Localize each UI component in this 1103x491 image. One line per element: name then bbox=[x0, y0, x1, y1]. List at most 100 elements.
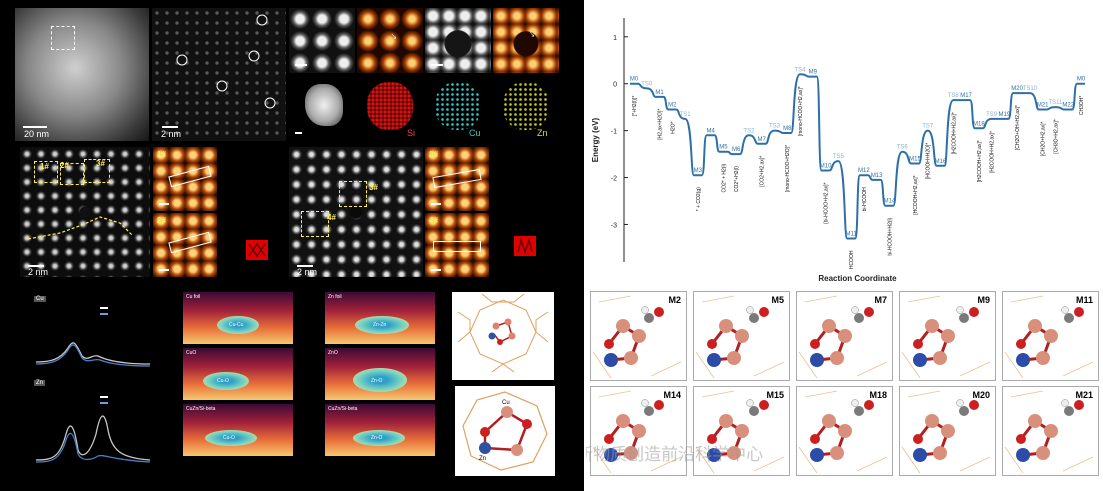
wt-cuzn-cu: CuZn/Si-beta Cu-O bbox=[183, 404, 293, 456]
cu-tag: Cu bbox=[34, 296, 46, 302]
wt-title: CuZn/Si-beta bbox=[328, 406, 358, 412]
intermediate-label: M15 bbox=[766, 390, 784, 400]
stem-zoom-color-1: ↓ bbox=[357, 8, 423, 73]
site-label: 2# bbox=[157, 216, 166, 225]
wt-path: Zn-O bbox=[371, 378, 383, 384]
molecule-model bbox=[798, 295, 888, 379]
wt-title: Cu foil bbox=[186, 294, 201, 300]
stem-zoom-gray-2 bbox=[425, 8, 491, 73]
wt-title: CuZn/Si-beta bbox=[186, 406, 216, 412]
wt-path: Cu-O bbox=[217, 378, 229, 384]
intermediate-m5: M5 bbox=[693, 291, 790, 381]
point-label: TS2 bbox=[743, 128, 755, 134]
intermediate-label: M7 bbox=[874, 295, 887, 305]
framework-structure bbox=[457, 293, 549, 373]
point-label: TS8 bbox=[948, 93, 960, 99]
molecule-model bbox=[901, 295, 991, 379]
point-label: M14 bbox=[884, 199, 896, 205]
site-label: 3# bbox=[429, 150, 438, 159]
y-tick-label: -3 bbox=[611, 222, 617, 229]
scale-bar bbox=[295, 132, 302, 134]
roi-box bbox=[51, 26, 75, 50]
scale-bar bbox=[159, 269, 169, 271]
profile-box bbox=[432, 168, 482, 189]
zn-spectrum-panel: Zn bbox=[30, 374, 155, 469]
y-tick-label: 0 bbox=[613, 82, 617, 89]
watermark: 公众号 · 有机新物质创造前沿科学中心 bbox=[586, 445, 764, 464]
legend-mark bbox=[100, 313, 108, 315]
point-label: M5 bbox=[719, 145, 728, 151]
wt-path: Cu-O bbox=[223, 435, 235, 441]
structure-glyph-1 bbox=[246, 240, 268, 260]
boundary-line bbox=[27, 216, 133, 240]
zn-tag: Zn bbox=[34, 380, 46, 386]
scale-bar bbox=[297, 265, 313, 267]
intermediate-m18: M18 bbox=[796, 386, 893, 476]
scale-bar bbox=[431, 203, 441, 205]
intermediate-label: M9 bbox=[977, 295, 990, 305]
species-label: CO2* + H2(l) bbox=[721, 163, 727, 192]
wt-title: Zn foil bbox=[328, 294, 342, 300]
stem-sites-panel-1: 1# 2# 3# 2 nm bbox=[20, 147, 150, 277]
zn-signal bbox=[503, 82, 549, 130]
point-label: M19 bbox=[999, 112, 1011, 118]
molecule-model bbox=[901, 390, 991, 474]
species-label: [mono-HCOO+H2O]* bbox=[785, 145, 791, 192]
species-label: [bi-HCOO+H2,ax]* bbox=[824, 182, 830, 223]
scale-bar bbox=[162, 126, 178, 128]
point-label: TS0 bbox=[641, 81, 653, 87]
point-label: M10 bbox=[820, 164, 832, 170]
site-zoom-4: 4# bbox=[425, 213, 489, 277]
structure-glyph-2 bbox=[514, 236, 536, 256]
site-zoom-2: 2# bbox=[153, 213, 217, 277]
intermediate-m2: M2 bbox=[590, 291, 687, 381]
scale-bar bbox=[431, 64, 443, 66]
y-axis-label: Energy (eV) bbox=[591, 117, 600, 162]
point-label: M1 bbox=[655, 90, 664, 96]
scale-bar bbox=[295, 64, 307, 66]
legend-mark bbox=[100, 396, 108, 398]
wt-lobe bbox=[205, 430, 257, 446]
point-label: M6 bbox=[732, 147, 741, 153]
intermediate-m9: M9 bbox=[899, 291, 996, 381]
si-signal bbox=[367, 82, 413, 130]
species-label: [H2COOH+H2,ax]* bbox=[977, 140, 983, 182]
molecule-model bbox=[592, 295, 682, 379]
species-label: [CH2O+OH+H2,ax]* bbox=[1015, 105, 1021, 150]
species-label: [H2,ax+H2O]* bbox=[658, 109, 664, 140]
point-label: M18 bbox=[973, 121, 985, 127]
site-label: 3# bbox=[369, 183, 378, 192]
point-label: M20 bbox=[1011, 86, 1023, 92]
wt-path: Cu-Cu bbox=[229, 322, 244, 328]
molecule-model bbox=[695, 390, 785, 474]
point-label: M0 bbox=[1077, 77, 1086, 83]
site-label: 4# bbox=[327, 213, 336, 222]
molecule-model bbox=[798, 390, 888, 474]
zn-spectra bbox=[35, 415, 151, 463]
wt-cuo: CuO Cu-O bbox=[183, 348, 293, 400]
point-label: M4 bbox=[706, 128, 715, 134]
scale-bar bbox=[28, 265, 44, 267]
wt-cuzn-zn: CuZn/Si-beta Zn-O bbox=[325, 404, 435, 456]
site-label: 3# bbox=[96, 159, 105, 168]
species-label: [H2COOH+H2,ax]* bbox=[951, 112, 957, 154]
cu-spectrum-panel: Cu bbox=[30, 290, 155, 376]
site-box-3 bbox=[84, 159, 110, 183]
wt-path: Zn-O bbox=[371, 435, 383, 441]
species-label: HCOOH bbox=[849, 250, 855, 269]
intermediate-m20: M20 bbox=[899, 386, 996, 476]
scale-bar bbox=[23, 126, 47, 128]
arrow-icon: ↓ bbox=[525, 27, 538, 41]
legend-mark bbox=[100, 307, 108, 309]
wt-lobe bbox=[353, 430, 405, 446]
model-label-cu: Cu bbox=[502, 400, 510, 406]
point-label: TS1 bbox=[680, 112, 692, 118]
stem-sites-panel-2: 3# 4# 2 nm bbox=[289, 147, 423, 277]
framework-model bbox=[452, 292, 554, 380]
wt-path: Zn-Zn bbox=[373, 322, 387, 328]
energy-profile-chart: 1 0 -1 -2 -3 Energy (eV) Reaction Coordinate M0… bbox=[591, 18, 1086, 283]
species-label: * + CO2(g) bbox=[696, 187, 702, 211]
point-label: M12 bbox=[858, 168, 870, 174]
eds-si-label: Si bbox=[407, 128, 416, 138]
haadf-overview-panel: 20 nm bbox=[15, 8, 149, 141]
